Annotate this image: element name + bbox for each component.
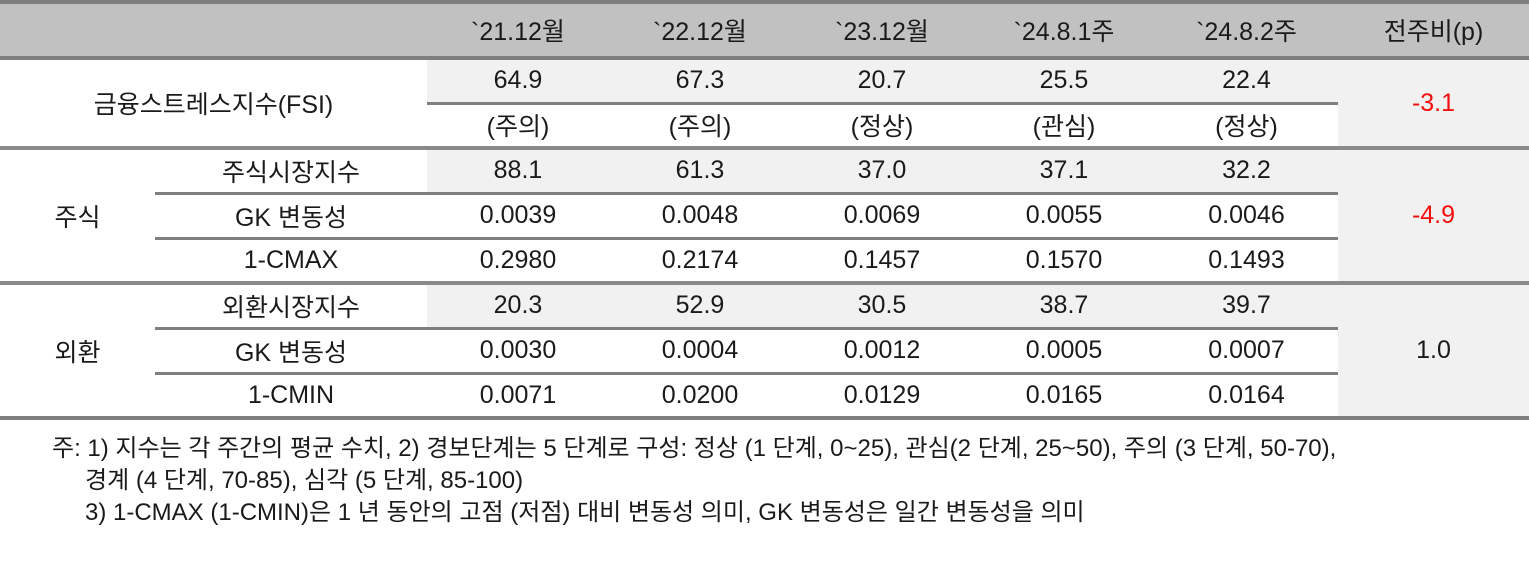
fx-index-cell: 38.7 xyxy=(973,281,1155,328)
stock-gk-cell: 0.0039 xyxy=(427,191,609,238)
fsi-delta-value: -3.1 xyxy=(1411,88,1456,117)
stock-index-cell: 37.1 xyxy=(973,146,1155,193)
fsi-status-cell: (관심) xyxy=(973,101,1155,148)
stock-cmax-label: 1-CMAX xyxy=(155,236,427,283)
footnote-line-2: 경계 (4 단계, 70-85), 심각 (5 단계, 85-100) xyxy=(85,467,524,494)
stock-index-cell: 32.2 xyxy=(1155,146,1338,193)
fsi-value-cell: 67.3 xyxy=(609,58,791,103)
fsi-status-row: (주의) (주의) (정상) (관심) (정상) xyxy=(0,101,1529,148)
financial-stress-index-table: `21.12월 `22.12월 `23.12월 `24.8.1주 `24.8.2… xyxy=(0,0,1529,420)
footnotes: 주: 1) 지수는 각 주간의 평균 수치, 2) 경보단계는 5 단계로 구성… xyxy=(0,420,1529,529)
fsi-delta-cell: -3.1 xyxy=(1338,58,1529,148)
stock-cmax-cell: 0.1457 xyxy=(791,236,973,283)
fsi-row-label: 금융스트레스지수(FSI) xyxy=(93,91,334,119)
fsi-status-cell: (주의) xyxy=(427,101,609,148)
stock-gk-cell: 0.0055 xyxy=(973,191,1155,238)
header-empty-cell xyxy=(0,2,427,60)
stock-index-row: 주식 주식시장지수 88.1 61.3 37.0 37.1 32.2 -4.9 xyxy=(0,146,1529,283)
fx-cmin-label: 1-CMIN xyxy=(155,371,427,418)
stock-cmax-cell: 0.2980 xyxy=(427,236,609,283)
fx-delta-value: 1.0 xyxy=(1416,336,1451,364)
stock-gk-cell: 0.0048 xyxy=(609,191,791,238)
fx-gk-label: GK 변동성 xyxy=(155,326,427,373)
fx-index-label: 외환시장지수 xyxy=(155,281,427,328)
fsi-status-cell: (정상) xyxy=(1155,101,1338,148)
footnote-line-3: 3) 1-CMAX (1-CMIN)은 1 년 동안의 고점 (저점) 대비 변… xyxy=(85,499,1085,526)
fx-index-cell: 20.3 xyxy=(427,281,609,328)
fx-delta-cell: 1.0 xyxy=(1338,281,1529,418)
fsi-value-cell: 64.9 xyxy=(427,58,609,103)
header-col-2212: `22.12월 xyxy=(609,2,791,60)
fsi-value-cell: 20.7 xyxy=(791,58,973,103)
fx-cmin-row: 1-CMIN 0.0071 0.0200 0.0129 0.0165 0.016… xyxy=(0,371,1529,418)
header-col-2312: `23.12월 xyxy=(791,2,973,60)
stock-gk-cell: 0.0069 xyxy=(791,191,973,238)
fsi-value-cell: 22.4 xyxy=(1155,58,1338,103)
stock-index-label: 주식시장지수 xyxy=(155,146,427,193)
stock-gk-label: GK 변동성 xyxy=(155,191,427,238)
header-row: `21.12월 `22.12월 `23.12월 `24.8.1주 `24.8.2… xyxy=(0,2,1529,60)
fx-group-label: 외환 xyxy=(0,281,155,418)
fx-gk-cell: 0.0012 xyxy=(791,326,973,373)
fx-index-cell: 39.7 xyxy=(1155,281,1338,328)
stock-gk-row: GK 변동성 0.0039 0.0048 0.0069 0.0055 0.004… xyxy=(0,191,1529,238)
header-col-2112: `21.12월 xyxy=(427,2,609,60)
fsi-status-cell: (정상) xyxy=(791,101,973,148)
stock-cmax-cell: 0.1493 xyxy=(1155,236,1338,283)
fx-cmin-cell: 0.0164 xyxy=(1155,371,1338,418)
stock-gk-cell: 0.0046 xyxy=(1155,191,1338,238)
stock-cmax-row: 1-CMAX 0.2980 0.2174 0.1457 0.1570 0.149… xyxy=(0,236,1529,283)
stock-cmax-cell: 0.2174 xyxy=(609,236,791,283)
stock-cmax-cell: 0.1570 xyxy=(973,236,1155,283)
stock-group-label: 주식 xyxy=(0,146,155,283)
header-col-delta: 전주비(p) xyxy=(1338,2,1529,60)
stock-index-cell: 61.3 xyxy=(609,146,791,193)
fx-gk-cell: 0.0007 xyxy=(1155,326,1338,373)
fx-cmin-cell: 0.0165 xyxy=(973,371,1155,418)
fx-index-cell: 52.9 xyxy=(609,281,791,328)
fx-gk-cell: 0.0030 xyxy=(427,326,609,373)
fx-cmin-cell: 0.0129 xyxy=(791,371,973,418)
stock-delta-cell: -4.9 xyxy=(1338,146,1529,283)
header-col-24082: `24.8.2주 xyxy=(1155,2,1338,60)
fx-gk-cell: 0.0004 xyxy=(609,326,791,373)
fx-index-row: 외환 외환시장지수 20.3 52.9 30.5 38.7 39.7 1.0 xyxy=(0,281,1529,418)
fx-cmin-cell: 0.0200 xyxy=(609,371,791,418)
fx-cmin-cell: 0.0071 xyxy=(427,371,609,418)
fx-gk-cell: 0.0005 xyxy=(973,326,1155,373)
stock-index-cell: 88.1 xyxy=(427,146,609,193)
fsi-status-cell: (주의) xyxy=(609,101,791,148)
stock-delta-value: -4.9 xyxy=(1411,201,1456,229)
footnote-line-1: 주: 1) 지수는 각 주간의 평균 수치, 2) 경보단계는 5 단계로 구성… xyxy=(52,435,1337,462)
stock-index-cell: 37.0 xyxy=(791,146,973,193)
fsi-value-cell: 25.5 xyxy=(973,58,1155,103)
fx-index-cell: 30.5 xyxy=(791,281,973,328)
fx-gk-row: GK 변동성 0.0030 0.0004 0.0012 0.0005 0.000… xyxy=(0,326,1529,373)
fsi-values-row: 금융스트레스지수(FSI) 64.9 67.3 20.7 25.5 22.4 -… xyxy=(0,58,1529,148)
header-col-24081: `24.8.1주 xyxy=(973,2,1155,60)
